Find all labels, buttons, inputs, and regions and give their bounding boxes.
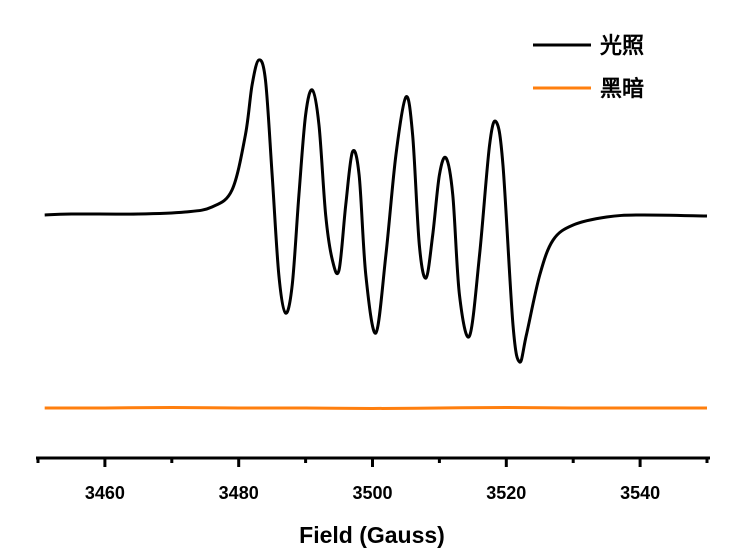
x-axis-ticks: 3460 3480 3500 3520 3540 xyxy=(36,458,709,503)
x-tick-label: 3520 xyxy=(486,483,526,503)
series-line-light xyxy=(44,58,708,364)
x-tick-label: 3480 xyxy=(219,483,259,503)
x-tick-label: 3460 xyxy=(85,483,125,503)
x-axis-title: Field (Gauss) xyxy=(299,522,445,548)
legend-label-dark: 黑暗 xyxy=(600,76,644,101)
x-tick-label: 3540 xyxy=(620,483,660,503)
series-layer xyxy=(44,58,708,410)
series-line-dark xyxy=(44,406,707,410)
legend: 光照 黑暗 xyxy=(533,33,644,101)
x-tick-label: 3500 xyxy=(352,483,392,503)
legend-label-light: 光照 xyxy=(599,33,644,58)
